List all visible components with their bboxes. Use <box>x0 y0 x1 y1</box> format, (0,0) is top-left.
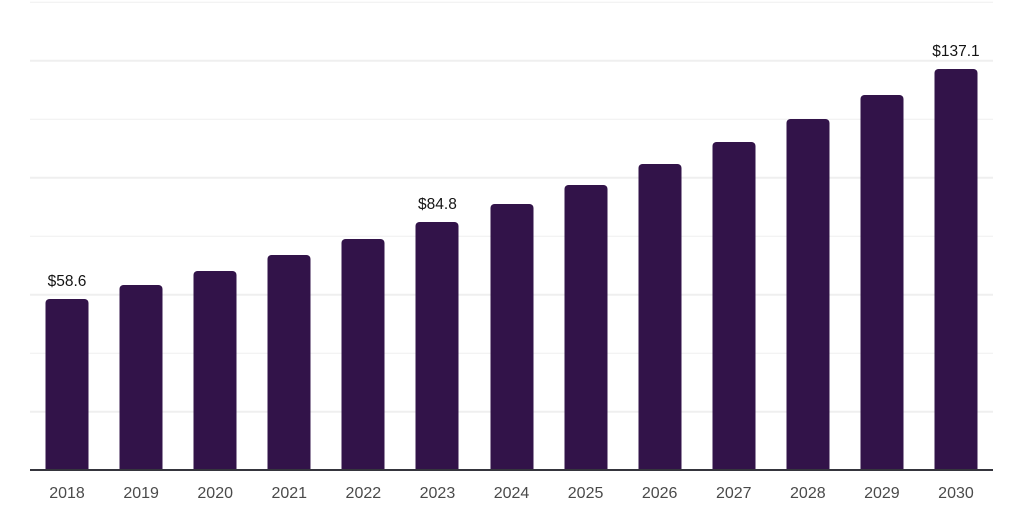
bar-column-2021 <box>252 2 326 470</box>
bar-2025 <box>564 184 608 470</box>
bar-2027 <box>712 142 756 470</box>
value-label-2023: $84.8 <box>418 196 457 214</box>
bar-2024 <box>490 203 533 470</box>
gridline-160 <box>30 1 993 3</box>
bar-2022 <box>341 239 385 470</box>
x-tick-2020: 2020 <box>197 484 233 502</box>
bar-2021 <box>267 255 311 470</box>
x-tick-2025: 2025 <box>567 484 604 502</box>
bar-column-2028 <box>771 2 845 470</box>
bar-column-2020 <box>178 2 252 470</box>
bar-2029 <box>860 94 904 470</box>
x-tick-2021: 2021 <box>271 484 308 502</box>
x-tick-2022: 2022 <box>345 484 382 502</box>
x-tick-2023: 2023 <box>419 484 456 502</box>
x-tick-2030: 2030 <box>938 484 974 502</box>
bar-2019 <box>119 284 163 470</box>
x-axis-line <box>30 469 993 471</box>
x-tick-2029: 2029 <box>864 484 900 502</box>
x-tick-2018: 2018 <box>49 484 85 502</box>
bar-2023 <box>415 221 459 470</box>
value-label-2030: $137.1 <box>932 43 980 61</box>
bar-column-2023: $84.8 <box>400 2 474 470</box>
bar-column-2025 <box>549 2 623 470</box>
bar-column-2019 <box>104 2 178 470</box>
value-label-2018: $58.6 <box>47 273 87 291</box>
bar-column-2030: $137.1 <box>919 2 993 470</box>
bar-column-2024 <box>474 2 548 470</box>
bar-2030 <box>934 68 978 470</box>
x-tick-2019: 2019 <box>123 484 159 502</box>
bar-column-2026 <box>623 2 697 470</box>
bar-2018 <box>45 298 89 470</box>
gridline-100 <box>30 176 993 179</box>
gridline-140 <box>30 59 993 62</box>
gridline-120 <box>30 118 993 120</box>
bar-column-2029 <box>845 2 919 470</box>
x-tick-2028: 2028 <box>790 484 826 502</box>
bar-2026 <box>638 164 682 470</box>
bar-column-2022 <box>326 2 400 470</box>
bar-column-2018: $58.6 <box>30 2 104 470</box>
x-axis-labels: 2018 2019 2020 2021 2022 2023 2024 2025 2026 2027… <box>30 471 993 512</box>
plot-area: $58.6 $84.8 $137.1 <box>30 1 993 470</box>
x-tick-2026: 2026 <box>641 484 678 502</box>
bar-2020 <box>193 270 237 470</box>
x-tick-2027: 2027 <box>715 484 752 502</box>
x-tick-2024: 2024 <box>493 484 530 502</box>
bar-column-2027 <box>697 2 771 470</box>
bar-2028 <box>786 119 830 470</box>
bar-columns: $58.6 $84.8 $137.1 <box>30 2 993 470</box>
